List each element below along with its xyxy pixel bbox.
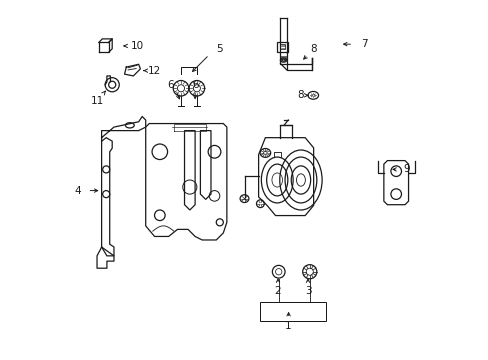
Text: 7: 7 <box>361 39 367 49</box>
Text: 6: 6 <box>167 80 173 90</box>
Text: 11: 11 <box>90 96 103 105</box>
Text: 1: 1 <box>285 321 291 332</box>
Text: 12: 12 <box>147 66 161 76</box>
Text: 5: 5 <box>216 45 223 54</box>
Text: 6: 6 <box>191 80 198 90</box>
Text: 10: 10 <box>130 41 143 51</box>
Text: 3: 3 <box>304 286 311 296</box>
Text: 8: 8 <box>309 45 316 54</box>
Text: 4: 4 <box>75 186 81 195</box>
Text: 9: 9 <box>403 165 409 174</box>
Text: 2: 2 <box>274 286 281 296</box>
Text: 8: 8 <box>297 90 304 100</box>
